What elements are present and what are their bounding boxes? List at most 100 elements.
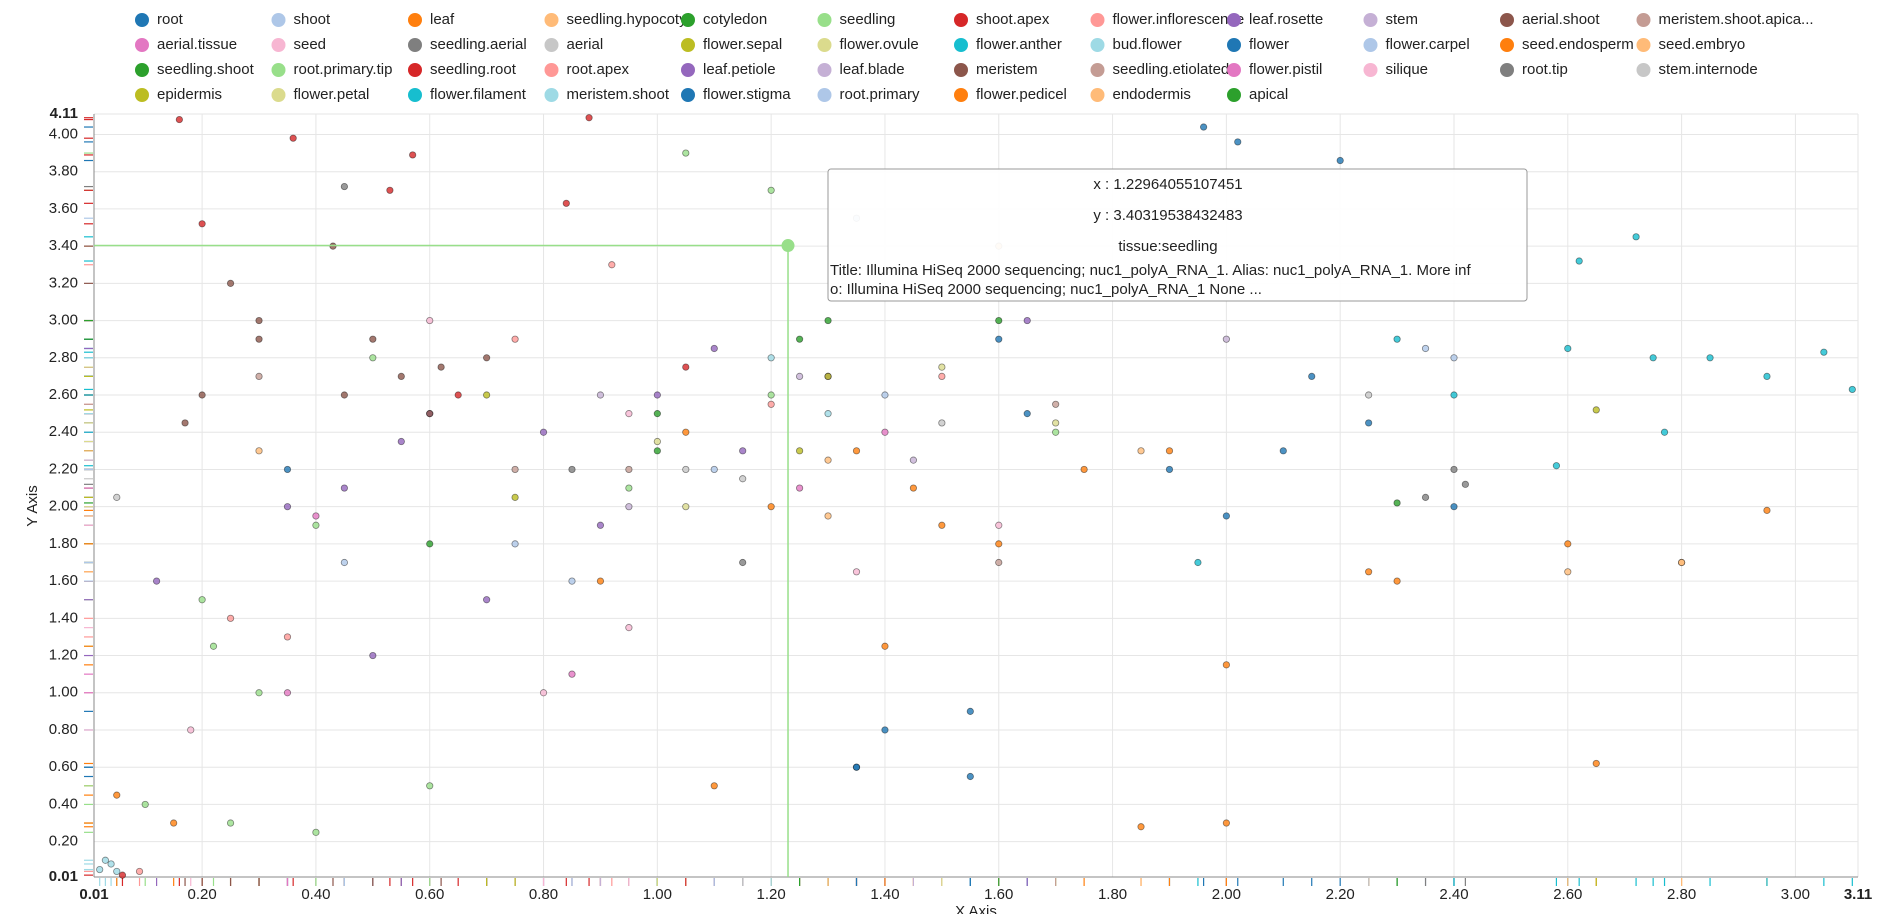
point [187, 726, 195, 734]
legend-item: flower [1227, 36, 1289, 53]
point [995, 540, 1003, 548]
point [1421, 344, 1430, 353]
point [1222, 819, 1230, 827]
legend-item: stem.internode [1636, 61, 1758, 78]
point [995, 558, 1003, 567]
legend-item: root [135, 11, 184, 28]
point [625, 503, 633, 511]
point [1165, 447, 1174, 455]
point [1763, 372, 1771, 380]
y-tick-label: 1.60 [49, 572, 78, 589]
y-tick-label: 3.60 [49, 200, 78, 217]
legend-swatch [1090, 38, 1105, 52]
point [995, 521, 1003, 529]
legend-swatch [954, 38, 968, 52]
legend-swatch [408, 38, 422, 52]
legend-swatch [135, 38, 149, 52]
x-tick-label: 0.80 [529, 886, 558, 903]
point [1660, 428, 1669, 436]
point [710, 465, 718, 474]
legend-swatch [1227, 88, 1241, 102]
legend-label: endodermis [1113, 86, 1191, 103]
point [585, 114, 593, 122]
legend-swatch [681, 13, 695, 27]
point [170, 819, 178, 827]
point [682, 149, 690, 157]
legend-swatch [681, 38, 695, 52]
legend-swatch [954, 63, 968, 77]
legend-label: stem [1386, 11, 1419, 28]
legend-swatch [408, 63, 422, 77]
x-tick-label: 0.60 [415, 886, 444, 903]
y-tick-label: 2.40 [49, 423, 78, 440]
legend-label: epidermis [157, 86, 222, 103]
legend-swatch [1636, 38, 1651, 52]
point [1564, 568, 1572, 576]
point [852, 763, 861, 771]
legend-item: root.apex [544, 61, 630, 78]
point [1678, 558, 1686, 567]
legend-item: seedling.etiolated [1090, 61, 1230, 78]
legend-label: apical [1249, 86, 1288, 103]
point [209, 642, 218, 650]
legend-swatch [817, 38, 832, 52]
point [1450, 391, 1458, 399]
legend-label: root.apex [567, 61, 630, 78]
point [966, 772, 974, 781]
point [255, 447, 263, 455]
legend-item: flower.stigma [681, 86, 791, 103]
x-tick-label: 2.00 [1212, 886, 1241, 903]
point [909, 484, 918, 492]
point [938, 521, 946, 529]
point [795, 484, 804, 492]
y-tick-label: 4.11 [50, 105, 78, 122]
point [1194, 558, 1202, 567]
point [682, 363, 690, 371]
point [824, 372, 832, 380]
legend-label: aerial [567, 36, 604, 53]
y-tick-label: 0.40 [49, 795, 78, 812]
legend-item: leaf [408, 11, 455, 28]
legend-item: root.primary.tip [271, 61, 392, 78]
point [386, 186, 394, 194]
point [1393, 577, 1401, 585]
y-tick-label: 1.00 [49, 684, 78, 701]
legend-label: seedling.etiolated [1113, 61, 1230, 78]
x-tick-label: 2.60 [1553, 886, 1582, 903]
y-tick-label: 2.20 [49, 460, 78, 477]
legend-item: seedling [817, 11, 895, 28]
point [1222, 661, 1230, 669]
legend-label: shoot.apex [976, 11, 1050, 28]
legend-swatch [1363, 13, 1378, 27]
point [255, 689, 263, 697]
legend-label: cotyledon [703, 11, 767, 28]
y-tick-label: 1.40 [49, 609, 78, 626]
point [1052, 419, 1060, 427]
tooltip-line: Title: Illumina HiSeq 2000 sequencing; n… [830, 262, 1471, 279]
point [1564, 344, 1572, 353]
point [596, 577, 605, 585]
legend-swatch [817, 88, 832, 102]
point [795, 372, 804, 380]
legend-swatch [544, 63, 559, 77]
legend-swatch [271, 13, 286, 27]
point [881, 642, 889, 650]
point [1632, 233, 1640, 241]
legend-item: meristem.shoot.apica... [1636, 11, 1814, 28]
point [625, 465, 633, 474]
legend-swatch [1090, 88, 1105, 102]
point [1222, 335, 1230, 343]
legend-item: stem [1363, 11, 1419, 28]
legend-swatch [1227, 38, 1241, 52]
x-axis-title: X Axis [955, 903, 997, 914]
point [101, 856, 109, 864]
legend-label: root.tip [1522, 61, 1568, 78]
point [824, 316, 832, 325]
point [1165, 465, 1174, 474]
legend-item: leaf.blade [817, 61, 905, 78]
point [1393, 499, 1401, 507]
point [1706, 354, 1714, 362]
legend-swatch [1227, 63, 1241, 77]
point [1234, 138, 1242, 146]
y-tick-label: 3.20 [49, 274, 78, 291]
